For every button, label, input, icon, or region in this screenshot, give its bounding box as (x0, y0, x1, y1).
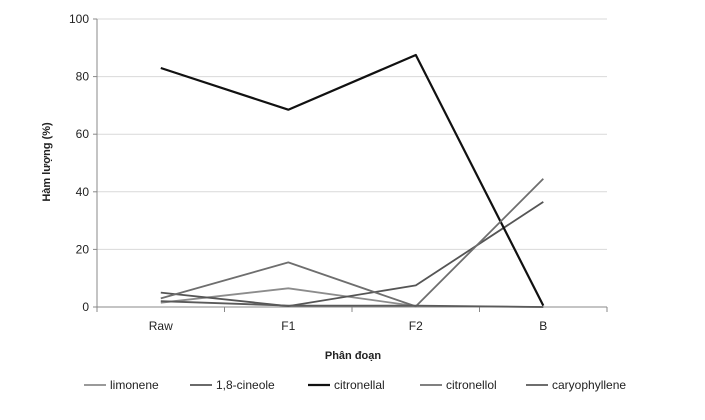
y-axis-label: Hàm lượng (%) (41, 122, 53, 202)
x-tick-label: B (539, 319, 547, 333)
gridlines (97, 18, 607, 250)
y-tick-label: 20 (76, 242, 90, 256)
y-tick-label: 0 (82, 300, 89, 314)
series-line-citronellol (160, 178, 544, 308)
legend-label: citronellal (334, 378, 385, 392)
series-line-citronellal (160, 53, 545, 307)
x-tick-label: F1 (281, 319, 295, 333)
series-lines (160, 53, 545, 308)
legend: limonene 1,8-cineole citronellal citronello… (84, 378, 626, 392)
series-line-1-8-cineole (160, 201, 544, 308)
y-tick-label: 100 (69, 12, 89, 26)
x-tick-label: F2 (409, 319, 423, 333)
x-tick-labels: Raw F1 F2 B (149, 319, 548, 333)
y-tick-label: 80 (76, 70, 90, 84)
legend-label: 1,8-cineole (216, 378, 275, 392)
series-line-limonene (160, 287, 544, 308)
y-tick-labels: 0 20 40 60 80 100 (69, 12, 89, 314)
legend-label: citronellol (446, 378, 497, 392)
y-tick-label: 60 (76, 127, 90, 141)
x-tick-label: Raw (149, 319, 173, 333)
series-line-caryophyllene (160, 300, 544, 308)
y-tick-label: 40 (76, 185, 90, 199)
legend-label: caryophyllene (552, 378, 626, 392)
legend-label: limonene (110, 378, 159, 392)
axes (93, 18, 608, 312)
x-axis-label: Phân đoạn (325, 350, 382, 362)
